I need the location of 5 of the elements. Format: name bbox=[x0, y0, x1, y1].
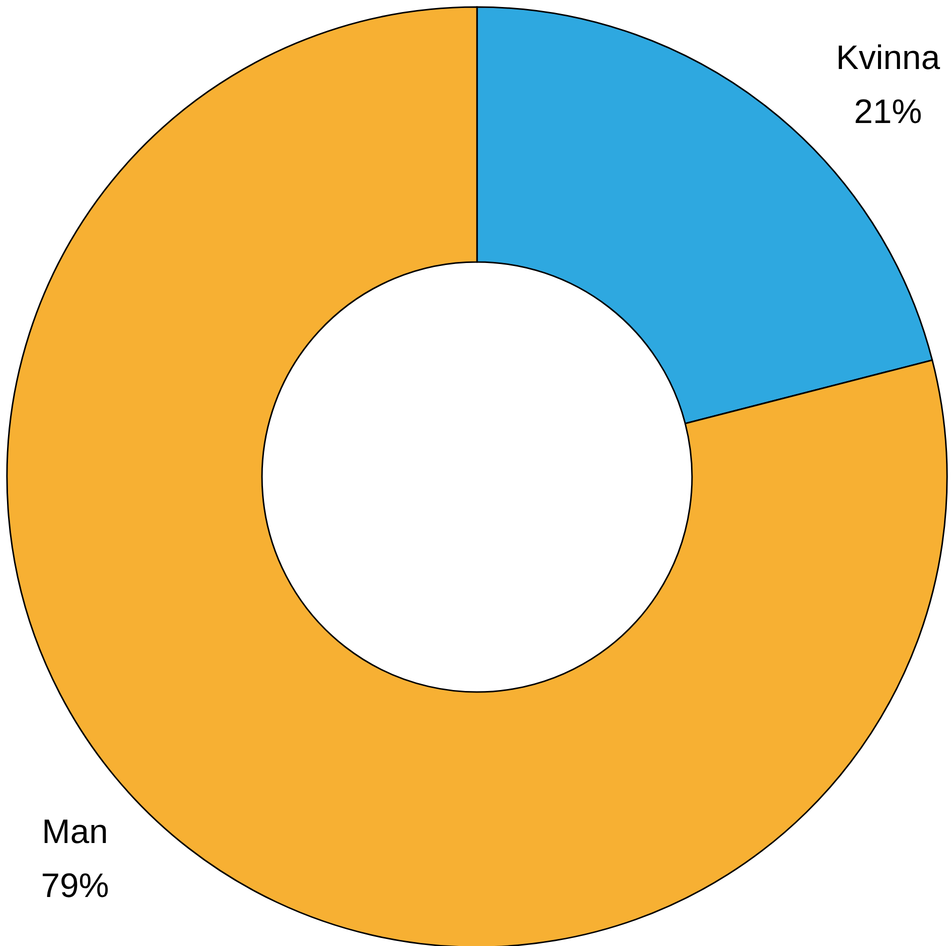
data-label: 79% bbox=[40, 867, 110, 906]
slice-label: Man bbox=[42, 813, 108, 852]
data-label: 21% bbox=[854, 92, 922, 131]
slice-label: Kvinna bbox=[836, 38, 940, 77]
donut-slice bbox=[6, 6, 948, 946]
